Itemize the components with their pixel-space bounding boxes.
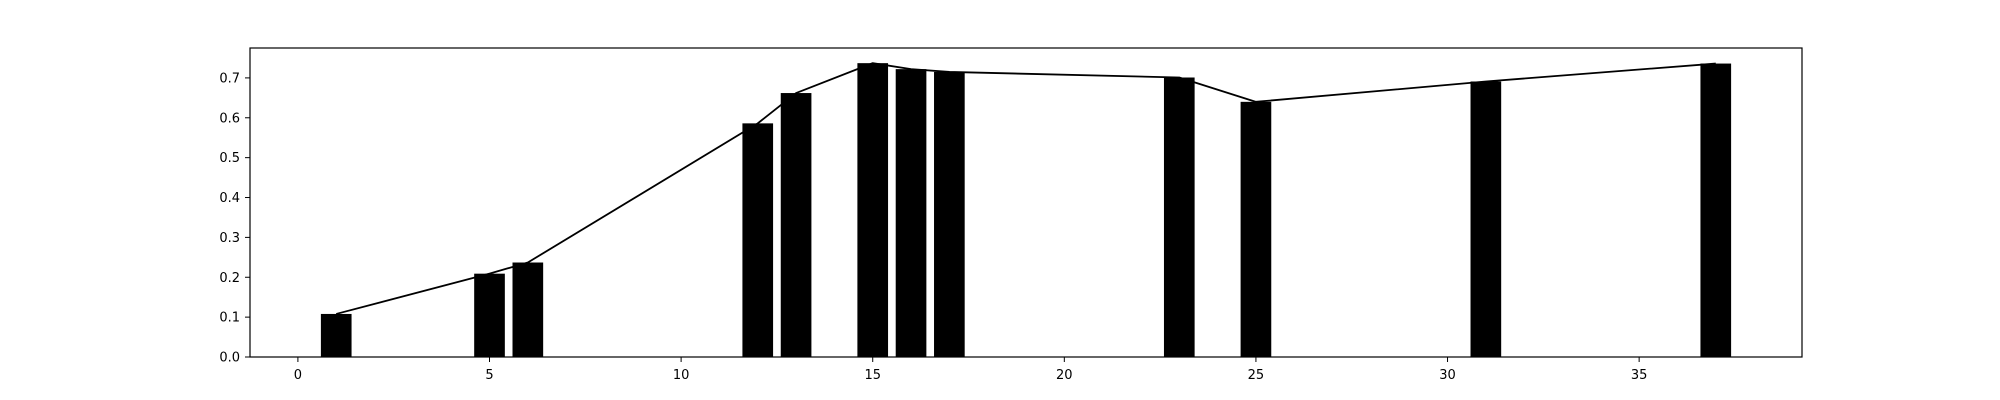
bar-1 <box>320 313 352 357</box>
bar-23 <box>1163 77 1195 357</box>
bar-37 <box>1700 63 1732 358</box>
bar-12 <box>742 123 774 357</box>
bar-13 <box>780 93 812 358</box>
x-tick-label-30: 30 <box>1439 368 1456 383</box>
bar-25 <box>1240 101 1272 357</box>
axes-layer <box>249 47 1803 358</box>
y-tick-label-2: 0.2 <box>219 271 240 286</box>
y-tick-label-1: 0.1 <box>219 311 240 326</box>
x-tick-label-10: 10 <box>673 368 690 383</box>
x-tick-label-35: 35 <box>1631 368 1648 383</box>
x-tick-label-25: 25 <box>1248 368 1265 383</box>
y-tick-label-3: 0.3 <box>219 231 240 246</box>
x-tick-label-0: 0 <box>294 368 302 383</box>
y-tick-label-0: 0.0 <box>219 351 240 366</box>
series-line <box>335 62 1716 315</box>
y-tick-label-7: 0.7 <box>219 71 240 86</box>
ticks-layer: 0 5 10 15 20 25 30 35 0.0 0.1 0.2 0.3 0.4 0.5 0.6 0.7 <box>219 71 1647 383</box>
bars-layer <box>320 63 1732 358</box>
x-tick-label-5: 5 <box>485 368 493 383</box>
x-tick-label-20: 20 <box>1056 368 1073 383</box>
bar-16 <box>895 69 927 357</box>
bar-15 <box>857 63 889 358</box>
bar-5 <box>474 273 505 357</box>
y-tick-label-4: 0.4 <box>219 191 240 206</box>
plot-frame <box>249 47 1803 358</box>
y-tick-label-5: 0.5 <box>219 151 240 166</box>
bar-6 <box>512 262 544 357</box>
bar-31 <box>1470 81 1502 358</box>
x-tick-label-15: 15 <box>864 368 881 383</box>
y-tick-label-6: 0.6 <box>219 111 240 126</box>
line-layer <box>335 62 1716 315</box>
bar-17 <box>934 71 965 358</box>
